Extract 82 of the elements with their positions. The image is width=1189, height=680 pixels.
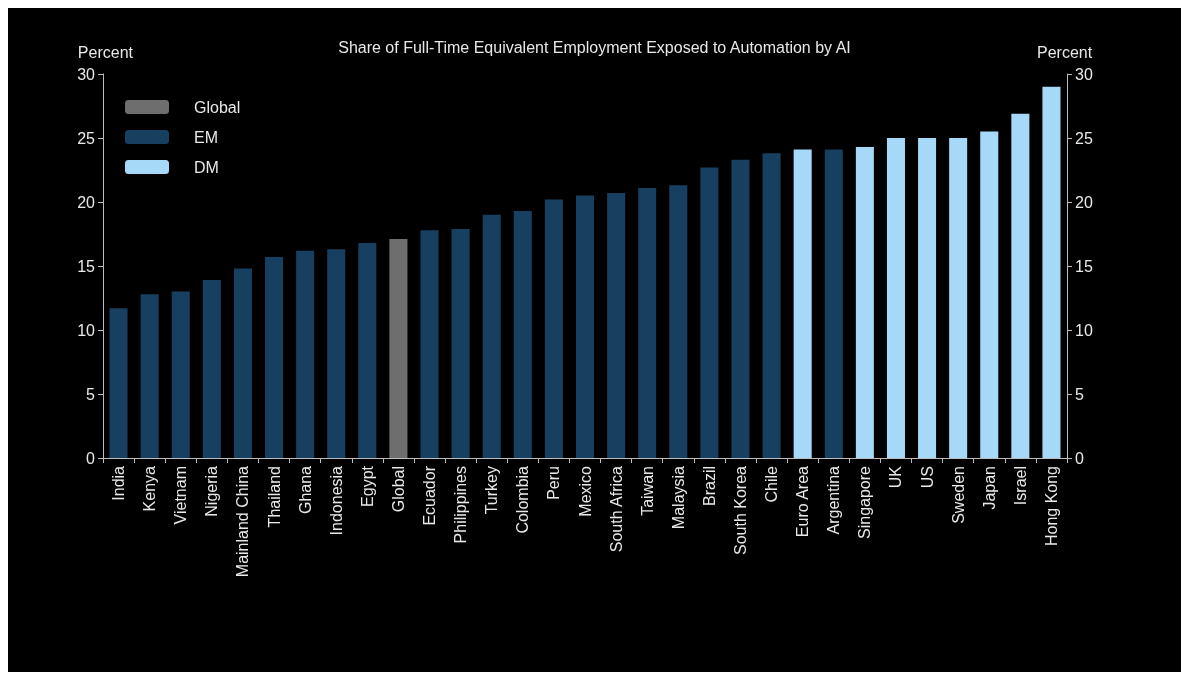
bar	[669, 185, 688, 458]
bar	[420, 230, 439, 458]
bar	[638, 187, 657, 458]
y2-axis-title: Percent	[1037, 43, 1093, 61]
y-tick-label: 15	[77, 257, 96, 275]
y-tick-label: 30	[77, 65, 96, 83]
y2-tick-label: 30	[1075, 65, 1093, 83]
bar	[949, 138, 968, 458]
x-tick-label: Indonesia	[327, 465, 345, 536]
bar	[575, 195, 595, 458]
y2-tick-label: 25	[1075, 129, 1093, 147]
x-tick-label: Nigeria	[203, 465, 221, 517]
x-tick-label: Vietnam	[172, 466, 190, 525]
y2-tick-label: 0	[1075, 449, 1084, 467]
y-tick-label: 5	[86, 385, 96, 403]
bar	[700, 167, 719, 458]
x-tick-label: Philippines	[452, 466, 470, 544]
x-tick-label: Hong Kong	[1042, 466, 1060, 547]
x-tick-label: Chile	[763, 465, 781, 503]
x-tick-label: Japan	[980, 466, 998, 510]
x-tick-label: Mainland China	[234, 465, 252, 578]
bar	[855, 146, 874, 458]
bar	[918, 138, 937, 458]
x-tick-label: Euro Area	[794, 465, 812, 538]
y2-tick-label: 15	[1075, 257, 1093, 275]
x-tick-label: Brazil	[700, 466, 718, 507]
x-tick-label: UK	[887, 465, 905, 489]
bar	[233, 268, 252, 458]
bar	[389, 239, 408, 458]
bar	[109, 308, 128, 458]
bar	[482, 214, 501, 458]
bar	[980, 131, 999, 458]
bar	[607, 193, 626, 458]
bar	[824, 149, 843, 458]
legend-label: Global	[194, 98, 241, 116]
y-tick-label: 0	[86, 449, 96, 467]
y-tick-label: 20	[77, 193, 96, 211]
bar	[886, 138, 905, 458]
bar	[793, 149, 812, 458]
x-tick-label: Thailand	[265, 466, 283, 528]
bar	[140, 294, 159, 458]
bar	[762, 153, 781, 458]
x-tick-label: Global	[389, 466, 407, 513]
x-tick-label: Ecuador	[421, 465, 439, 526]
y-tick-label: 10	[77, 321, 96, 339]
bar	[265, 257, 284, 458]
legend-label: EM	[194, 128, 218, 146]
bar	[327, 249, 346, 458]
y2-tick-label: 10	[1075, 321, 1093, 339]
legend-label: DM	[194, 158, 219, 176]
x-tick-label: India	[110, 465, 128, 501]
bar	[296, 250, 315, 458]
x-tick-label: Ghana	[296, 465, 314, 515]
x-tick-label: South Korea	[731, 465, 749, 555]
bar	[1042, 86, 1061, 458]
y2-tick-label: 5	[1075, 385, 1084, 403]
x-tick-label: Colombia	[514, 465, 532, 534]
bar	[731, 159, 750, 458]
x-tick-label: Malaysia	[669, 465, 687, 530]
x-tick-label: South Africa	[607, 465, 625, 553]
x-tick-label: Singapore	[856, 465, 874, 539]
bar	[358, 242, 377, 458]
x-tick-label: US	[918, 466, 936, 489]
y-tick-label: 25	[77, 129, 96, 147]
bar	[202, 280, 221, 458]
x-tick-label: Kenya	[141, 465, 159, 512]
x-tick-label: Egypt	[358, 465, 376, 507]
x-tick-label: Mexico	[576, 465, 594, 517]
x-tick-label: Sweden	[949, 466, 967, 524]
bar	[544, 199, 563, 458]
y-axis-title: Percent	[77, 43, 134, 61]
bar	[451, 228, 470, 458]
x-tick-label: Israel	[1011, 466, 1029, 506]
x-tick-label: Taiwan	[638, 466, 656, 516]
bar	[171, 291, 190, 458]
bar	[513, 210, 532, 458]
y2-tick-label: 20	[1075, 193, 1093, 211]
bar	[1011, 113, 1030, 458]
x-tick-label: Peru	[545, 466, 563, 500]
x-tick-label: Argentina	[825, 465, 843, 535]
x-tick-label: Turkey	[483, 466, 501, 515]
chart-title: Share of Full-Time Equivalent Employment Exposed to Automation by AI	[338, 38, 851, 56]
